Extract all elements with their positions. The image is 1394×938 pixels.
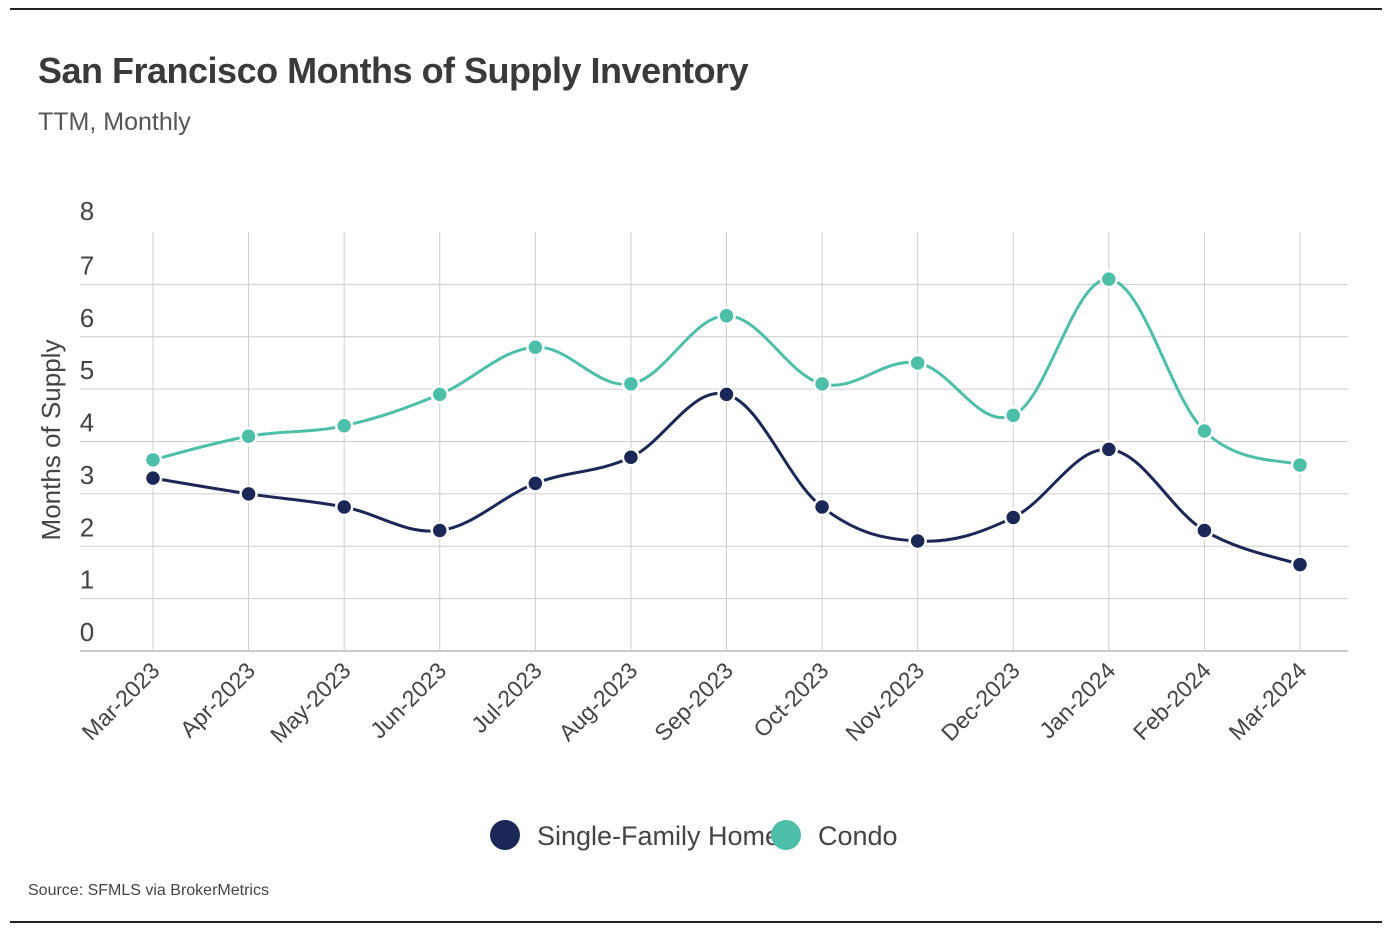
data-point-single-family-home bbox=[334, 497, 354, 517]
data-point-condo bbox=[143, 450, 163, 470]
x-tick-label: Jul-2023 bbox=[466, 657, 547, 738]
data-point-condo bbox=[1004, 406, 1023, 425]
data-point-condo bbox=[908, 353, 927, 373]
x-tick-label: Feb-2024 bbox=[1128, 657, 1216, 745]
data-point-single-family-home bbox=[1195, 521, 1214, 540]
y-tick-label: 8 bbox=[80, 196, 94, 226]
y-tick-label: 0 bbox=[80, 617, 94, 647]
legend-marker-condo bbox=[771, 820, 801, 850]
chart-subtitle: TTM, Monthly bbox=[38, 108, 191, 136]
data-point-single-family-home bbox=[526, 474, 545, 493]
x-tick-label: Mar-2024 bbox=[1224, 657, 1312, 745]
y-tick-label: 2 bbox=[80, 512, 94, 542]
legend-label-condo: Condo bbox=[818, 821, 898, 851]
data-point-single-family-home bbox=[1099, 440, 1119, 459]
data-point-single-family-home bbox=[239, 484, 258, 504]
data-point-condo bbox=[621, 374, 641, 394]
x-tick-label: Sep-2023 bbox=[649, 657, 738, 746]
data-point-condo bbox=[526, 337, 545, 357]
y-tick-label: 3 bbox=[80, 460, 94, 490]
bottom-rule bbox=[10, 921, 1382, 923]
data-point-single-family-home bbox=[717, 385, 736, 404]
data-point-condo bbox=[430, 385, 449, 404]
grid bbox=[80, 232, 1348, 652]
legend[interactable]: Single-Family Home Condo bbox=[490, 820, 898, 851]
y-tick-label: 1 bbox=[80, 565, 94, 595]
series bbox=[143, 269, 1310, 574]
data-point-condo bbox=[717, 306, 736, 326]
x-tick-label: Jan-2024 bbox=[1034, 657, 1120, 743]
source-note: Source: SFMLS via BrokerMetrics bbox=[28, 882, 269, 899]
data-point-single-family-home bbox=[430, 521, 449, 540]
x-tick-label: Apr-2023 bbox=[175, 657, 260, 742]
series-line-condo bbox=[152, 277, 1301, 467]
x-tick-label: Nov-2023 bbox=[840, 657, 929, 746]
data-point-condo bbox=[334, 416, 354, 436]
data-point-condo bbox=[239, 427, 258, 446]
x-tick-label: Mar-2023 bbox=[77, 657, 165, 745]
x-axis-ticks: Mar-2023 Apr-2023 May-2023 Jun-2023 Jul-2023… bbox=[77, 657, 1312, 748]
data-point-single-family-home bbox=[621, 447, 641, 467]
x-tick-label: Oct-2023 bbox=[748, 657, 833, 742]
data-point-condo bbox=[1099, 269, 1119, 289]
data-point-single-family-home bbox=[143, 468, 163, 488]
y-axis-label: Months of Supply bbox=[36, 340, 66, 541]
data-point-condo bbox=[812, 374, 832, 394]
y-tick-label: 4 bbox=[80, 408, 94, 438]
y-tick-label: 7 bbox=[80, 250, 94, 280]
top-rule bbox=[10, 8, 1382, 10]
line-chart: 0 1 2 3 4 5 6 7 8 Months of Supply Mar-2023 Apr-2… bbox=[36, 196, 1348, 851]
x-tick-label: Aug-2023 bbox=[554, 657, 643, 746]
y-tick-label: 6 bbox=[80, 303, 94, 333]
data-point-single-family-home bbox=[1004, 508, 1023, 527]
data-point-single-family-home bbox=[908, 531, 927, 551]
data-point-condo bbox=[1195, 421, 1214, 441]
y-axis-ticks: 0 1 2 3 4 5 6 7 8 bbox=[80, 196, 94, 647]
chart-title: San Francisco Months of Supply Inventory bbox=[38, 50, 749, 91]
legend-marker-single-family-home bbox=[490, 820, 520, 850]
x-tick-label: May-2023 bbox=[265, 657, 356, 748]
x-tick-label: Dec-2023 bbox=[936, 657, 1025, 746]
x-tick-label: Jun-2023 bbox=[365, 657, 451, 743]
y-tick-label: 5 bbox=[80, 355, 94, 385]
legend-label-single-family-home: Single-Family Home bbox=[537, 821, 780, 851]
data-point-condo bbox=[1290, 455, 1310, 475]
data-point-single-family-home bbox=[812, 497, 832, 517]
data-point-single-family-home bbox=[1290, 555, 1310, 574]
